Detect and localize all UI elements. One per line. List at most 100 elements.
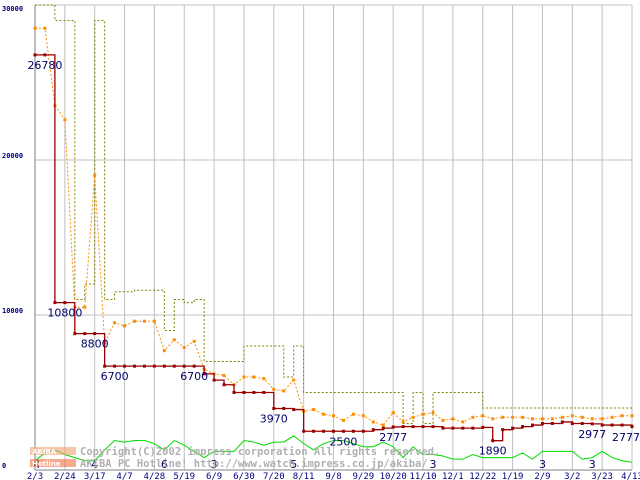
x-tick-label: 4/7 bbox=[116, 472, 132, 480]
data-point bbox=[511, 426, 515, 430]
data-point bbox=[570, 414, 574, 418]
data-point bbox=[172, 364, 176, 368]
data-point bbox=[451, 426, 455, 430]
data-point bbox=[540, 417, 544, 421]
data-point bbox=[33, 26, 37, 30]
data-point bbox=[620, 414, 624, 418]
data-point bbox=[252, 391, 256, 394]
data-point bbox=[371, 428, 375, 432]
data-point bbox=[232, 391, 236, 394]
data-point bbox=[421, 425, 425, 429]
data-point bbox=[560, 420, 564, 424]
data-point bbox=[610, 423, 614, 427]
data-point bbox=[142, 319, 146, 323]
data-label: 3970 bbox=[260, 412, 288, 425]
data-label: 10800 bbox=[47, 307, 82, 320]
data-point bbox=[272, 406, 276, 410]
y-tick-label: 10000 bbox=[2, 307, 23, 315]
data-point bbox=[252, 375, 256, 379]
data-point bbox=[481, 414, 485, 418]
data-point bbox=[521, 415, 525, 419]
x-tick-label: 2/24 bbox=[54, 472, 76, 480]
data-point bbox=[83, 332, 87, 336]
data-point bbox=[212, 378, 216, 382]
copyright-line: Copyright(C)2002 impress corporation All… bbox=[80, 446, 440, 458]
data-point bbox=[222, 373, 226, 377]
hotline-badge-text: Hotline bbox=[32, 460, 61, 468]
data-point bbox=[341, 429, 345, 433]
data-point bbox=[33, 53, 37, 57]
data-point bbox=[152, 319, 156, 323]
data-point bbox=[172, 338, 176, 342]
data-label: 6 bbox=[161, 458, 168, 471]
data-point bbox=[262, 391, 266, 394]
data-point bbox=[182, 346, 186, 350]
chart-series bbox=[33, 4, 634, 463]
data-point bbox=[451, 417, 455, 421]
data-point bbox=[401, 420, 405, 424]
data-point bbox=[501, 415, 505, 419]
data-label: 26780 bbox=[27, 59, 62, 72]
data-point bbox=[361, 429, 365, 433]
data-point bbox=[133, 319, 136, 323]
copyright-watermark: AKIBA Hotline Copyright(C)2002 impress c… bbox=[30, 446, 440, 470]
data-point bbox=[63, 118, 67, 122]
data-label: 3 bbox=[539, 458, 546, 471]
data-point bbox=[202, 372, 206, 376]
data-point bbox=[63, 301, 67, 305]
site-url-line: AKIBA PC Hotline! http://www.watch.impre… bbox=[80, 458, 428, 470]
data-point bbox=[431, 425, 435, 429]
data-point bbox=[491, 417, 495, 421]
data-point bbox=[242, 391, 246, 394]
data-point bbox=[292, 378, 296, 382]
data-point bbox=[322, 412, 326, 416]
data-point bbox=[113, 364, 117, 368]
data-label: 6700 bbox=[101, 370, 129, 383]
data-point bbox=[630, 425, 634, 429]
data-point bbox=[550, 422, 554, 425]
data-point bbox=[421, 412, 425, 416]
data-point bbox=[471, 415, 475, 419]
data-point bbox=[431, 411, 435, 415]
x-tick-label: 3/17 bbox=[84, 472, 106, 480]
data-point bbox=[371, 420, 375, 424]
data-point bbox=[262, 377, 266, 381]
series-average bbox=[33, 26, 634, 427]
x-tick-label: 2/3 bbox=[27, 472, 43, 480]
data-label: 3 bbox=[589, 458, 596, 471]
data-point bbox=[282, 389, 286, 393]
data-point bbox=[461, 420, 465, 424]
y-axis-ticks: 0 10000 20000 30000 bbox=[2, 5, 23, 470]
data-point bbox=[491, 439, 495, 443]
x-tick-label: 6/30 bbox=[233, 472, 255, 480]
series-minimum bbox=[33, 53, 634, 443]
x-tick-label: 9/29 bbox=[353, 472, 375, 480]
data-point bbox=[610, 415, 614, 419]
chart-grid bbox=[34, 4, 633, 471]
series-line bbox=[34, 435, 633, 463]
data-point bbox=[302, 429, 306, 433]
hotline-badge: Hotline bbox=[30, 459, 76, 468]
data-point bbox=[481, 425, 485, 429]
data-point bbox=[361, 414, 365, 418]
data-point bbox=[441, 426, 445, 430]
akiba-badge: AKIBA bbox=[30, 447, 76, 456]
data-point bbox=[590, 422, 594, 426]
data-point bbox=[351, 429, 355, 433]
data-point bbox=[580, 422, 584, 425]
data-point bbox=[332, 414, 335, 418]
data-point bbox=[142, 364, 146, 368]
x-tick-label: 6/9 bbox=[206, 472, 222, 480]
data-point bbox=[93, 174, 97, 177]
data-label: 2777 bbox=[379, 431, 407, 444]
data-point bbox=[322, 429, 326, 433]
y-tick-label: 30000 bbox=[2, 5, 23, 13]
data-label: 6700 bbox=[180, 370, 208, 383]
data-point bbox=[401, 425, 405, 429]
y-tick-label: 0 bbox=[2, 462, 6, 470]
data-point bbox=[192, 364, 196, 368]
x-tick-label: 2/9 bbox=[534, 472, 550, 480]
data-point bbox=[351, 412, 355, 416]
